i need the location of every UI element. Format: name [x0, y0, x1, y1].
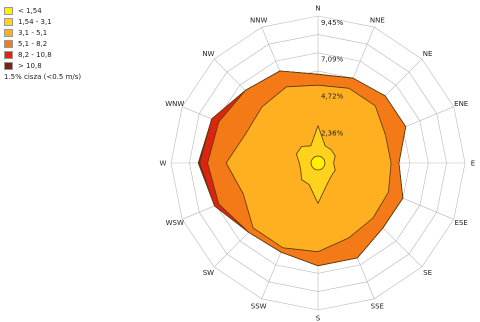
legend-label: 1,54 - 3,1	[18, 18, 52, 26]
direction-label: SSE	[371, 303, 384, 311]
direction-label: E	[471, 160, 475, 168]
legend-item: 8,2 - 10,8	[4, 50, 81, 60]
ring-label: 2,36%	[321, 129, 344, 137]
legend-label: > 10,8	[18, 62, 42, 70]
ring-label: 7,09%	[321, 56, 344, 64]
calm-note: 1.5% cisza (<0.5 m/s)	[4, 73, 82, 81]
direction-label: SW	[203, 269, 214, 277]
legend-label: 8,2 - 10,8	[18, 51, 52, 59]
legend-item: < 1,54	[4, 6, 81, 16]
ring-labels: 2,36% 4,72% 7,09% 9,45%	[321, 19, 344, 137]
direction-label: W	[160, 160, 167, 168]
legend-swatch	[4, 29, 13, 37]
direction-label: WSW	[166, 219, 184, 227]
legend-swatch	[4, 62, 13, 70]
ring-label: 9,45%	[321, 19, 344, 27]
legend-swatch	[4, 40, 13, 48]
legend-item: 3,1 - 5,1	[4, 28, 81, 38]
wind-areas	[197, 70, 407, 267]
direction-labels: N NNE NE ENE E ESE SE SSE S SSW SW WSW W WNW NW NNW	[160, 5, 476, 322]
series-area	[310, 155, 326, 171]
legend-swatch	[4, 18, 13, 26]
legend-item: > 10,8	[4, 61, 81, 71]
ring-label: 4,72%	[321, 93, 344, 101]
legend-label: 5,1 - 8,2	[18, 40, 48, 48]
direction-label: NE	[423, 50, 433, 58]
direction-label: S	[316, 315, 321, 322]
direction-label: ENE	[454, 100, 468, 108]
direction-label: WNW	[165, 100, 184, 108]
direction-label: NW	[202, 50, 214, 58]
direction-label: N	[315, 5, 320, 13]
legend-label: < 1,54	[18, 7, 42, 15]
legend-label: 3,1 - 5,1	[18, 29, 48, 37]
legend-item: 1,54 - 3,1	[4, 17, 81, 27]
direction-label: NNE	[370, 16, 385, 24]
legend-item: 5,1 - 8,2	[4, 39, 81, 49]
legend-swatch	[4, 7, 13, 15]
legend-swatch	[4, 51, 13, 59]
direction-label: SSW	[251, 303, 267, 311]
direction-label: NNW	[250, 16, 267, 24]
legend: < 1,54 1,54 - 3,1 3,1 - 5,1 5,1 - 8,2 8,…	[4, 6, 81, 81]
direction-label: SE	[423, 269, 432, 277]
direction-label: ESE	[455, 219, 468, 227]
